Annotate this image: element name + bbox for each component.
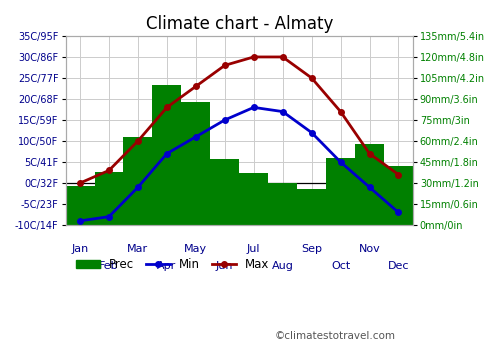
- Text: Sep: Sep: [301, 245, 322, 254]
- Text: May: May: [184, 245, 208, 254]
- Text: Jan: Jan: [72, 245, 88, 254]
- Text: Dec: Dec: [388, 261, 409, 271]
- Bar: [124, 137, 152, 225]
- Text: Nov: Nov: [358, 245, 380, 254]
- Text: Jul: Jul: [247, 245, 260, 254]
- Bar: [94, 172, 124, 225]
- Bar: [355, 144, 384, 225]
- Text: Apr: Apr: [158, 261, 176, 271]
- Text: Mar: Mar: [128, 245, 148, 254]
- Text: Feb: Feb: [99, 261, 119, 271]
- Bar: [268, 183, 297, 225]
- Bar: [326, 158, 355, 225]
- Text: Oct: Oct: [331, 261, 350, 271]
- Bar: [152, 85, 182, 225]
- Bar: [239, 173, 268, 225]
- Bar: [384, 166, 413, 225]
- Bar: [297, 189, 326, 225]
- Legend: Prec, Min, Max: Prec, Min, Max: [72, 253, 274, 276]
- Bar: [210, 159, 240, 225]
- Bar: [66, 186, 94, 225]
- Text: Aug: Aug: [272, 261, 293, 271]
- Title: Climate chart - Almaty: Climate chart - Almaty: [146, 15, 333, 33]
- Text: ©climatestotravel.com: ©climatestotravel.com: [275, 331, 396, 341]
- Bar: [182, 102, 210, 225]
- Text: Jun: Jun: [216, 261, 234, 271]
